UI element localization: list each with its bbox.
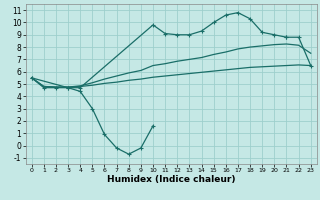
X-axis label: Humidex (Indice chaleur): Humidex (Indice chaleur) bbox=[107, 175, 236, 184]
